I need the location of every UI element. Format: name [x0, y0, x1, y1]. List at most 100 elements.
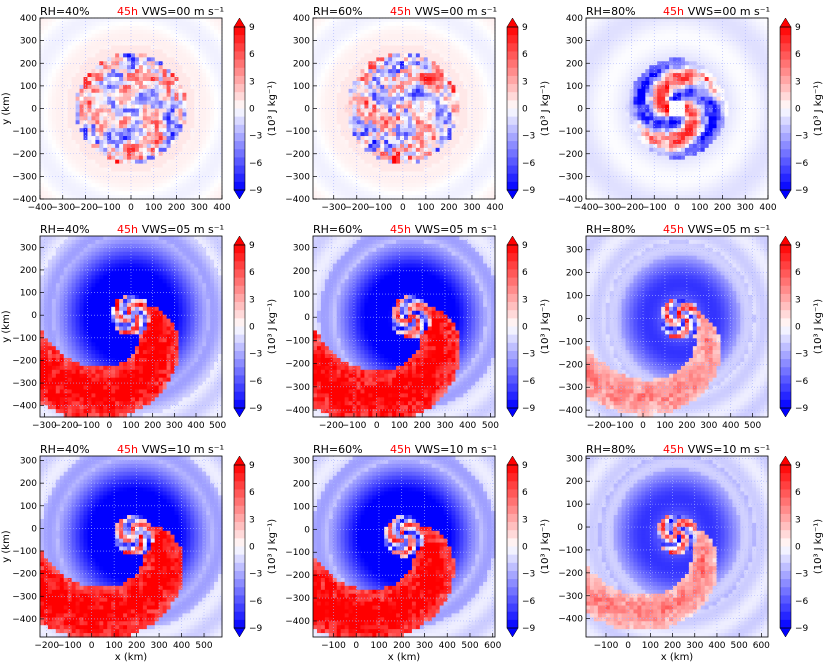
- heatmap-cell: [43, 18, 49, 23]
- heatmap-cell: [59, 132, 65, 137]
- heatmap-cell: [127, 171, 132, 176]
- heatmap-cell: [134, 65, 140, 70]
- heatmap-cell: [372, 183, 377, 188]
- heatmap-cell: [313, 88, 318, 94]
- heatmap-cell: [99, 132, 104, 137]
- heatmap-cell: [91, 92, 96, 98]
- heatmap-cell: [376, 33, 381, 39]
- heatmap-cell: [131, 96, 136, 102]
- heatmap-cell: [491, 96, 496, 102]
- heatmap-cell: [471, 100, 476, 106]
- heatmap-cell: [348, 96, 354, 102]
- y-tick-label: −100: [285, 127, 310, 137]
- heatmap-cell: [427, 18, 433, 23]
- heatmap-cell: [633, 29, 639, 35]
- heatmap-cell: [127, 191, 132, 196]
- heatmap-cell: [597, 132, 603, 137]
- heatmap-cell: [99, 84, 104, 90]
- heatmap-cell: [621, 104, 627, 110]
- heatmap-cell: [479, 187, 484, 192]
- heatmap-cell: [202, 100, 207, 106]
- heatmap-cell: [479, 25, 484, 31]
- heatmap-cell: [487, 195, 492, 200]
- heatmap-cell: [459, 155, 464, 161]
- heatmap-cell: [483, 96, 488, 102]
- heatmap-cell: [463, 25, 468, 31]
- heatmap-cell: [178, 69, 184, 74]
- heatmap-cell: [210, 132, 215, 137]
- heatmap-cell: [194, 33, 199, 39]
- heatmap-cell: [360, 171, 366, 176]
- heatmap-cell: [388, 167, 393, 173]
- heatmap-cell: [320, 167, 326, 173]
- heatmap-cell: [633, 120, 639, 125]
- heatmap-cell: [162, 143, 168, 149]
- heatmap-cell: [40, 57, 45, 62]
- heatmap-cell: [356, 104, 362, 110]
- heatmap-cell: [589, 187, 595, 192]
- heatmap-cell: [344, 25, 350, 31]
- heatmap-cell: [150, 18, 156, 23]
- panel-3: −400−300−200−100 0 100 200 300 400−400−300−20…: [558, 5, 824, 213]
- heatmap-cell: [59, 147, 65, 153]
- heatmap-cell: [455, 41, 460, 47]
- heatmap-cell: [198, 195, 203, 200]
- heatmap-cell: [629, 88, 635, 94]
- heatmap-cell: [613, 183, 619, 188]
- heatmap-cell: [475, 167, 480, 173]
- heatmap-cell: [459, 77, 464, 82]
- heatmap-cell: [411, 29, 417, 35]
- heatmap-cell: [332, 37, 338, 43]
- heatmap-cell: [170, 143, 176, 149]
- heatmap-cell: [447, 159, 453, 165]
- heatmap-cell: [324, 65, 330, 70]
- heatmap-cell: [142, 183, 148, 188]
- heatmap-cell: [316, 29, 322, 35]
- heatmap-cell: [439, 45, 445, 51]
- heatmap-cell: [131, 171, 136, 176]
- heatmap-cell: [597, 147, 603, 153]
- heatmap-cell: [419, 61, 425, 66]
- heatmap-cell: [134, 100, 140, 106]
- heatmap-cell: [471, 41, 476, 47]
- heatmap-cell: [601, 100, 607, 106]
- heatmap-cell: [111, 84, 116, 90]
- heatmap-cell: [214, 41, 219, 47]
- heatmap-cell: [198, 73, 203, 78]
- heatmap-cell: [348, 187, 354, 192]
- heatmap-cell: [142, 155, 148, 161]
- heatmap-cell: [609, 33, 615, 39]
- heatmap-cell: [174, 139, 180, 145]
- heatmap-cell: [138, 183, 144, 188]
- heatmap-cell: [71, 171, 77, 176]
- heatmap-cell: [411, 73, 417, 78]
- heatmap-cell: [384, 53, 389, 58]
- heatmap-cell: [407, 53, 413, 58]
- heatmap-cell: [419, 128, 425, 133]
- heatmap-cell: [344, 100, 350, 106]
- heatmap-cell: [388, 108, 393, 114]
- heatmap-cell: [83, 108, 89, 114]
- heatmap-cell: [621, 132, 627, 137]
- heatmap-cell: [332, 88, 338, 94]
- heatmap-cell: [51, 96, 57, 102]
- heatmap-cell: [170, 37, 176, 43]
- heatmap-cell: [55, 179, 61, 184]
- heatmap-cell: [404, 92, 409, 98]
- heatmap-cell: [75, 88, 81, 94]
- heatmap-cell: [613, 116, 619, 121]
- heatmap-cell: [589, 100, 595, 106]
- heatmap-cell: [372, 61, 377, 66]
- heatmap-cell: [316, 167, 322, 173]
- heatmap-cell: [617, 191, 623, 196]
- heatmap-cell: [336, 191, 342, 196]
- heatmap-cell: [471, 159, 476, 165]
- heatmap-cell: [79, 69, 85, 74]
- heatmap-cell: [621, 195, 627, 200]
- heatmap-cell: [459, 120, 464, 125]
- heatmap-cell: [320, 191, 326, 196]
- heatmap-cell: [162, 159, 168, 165]
- heatmap-cell: [190, 163, 195, 169]
- heatmap-cell: [131, 100, 136, 106]
- heatmap-cell: [471, 21, 476, 27]
